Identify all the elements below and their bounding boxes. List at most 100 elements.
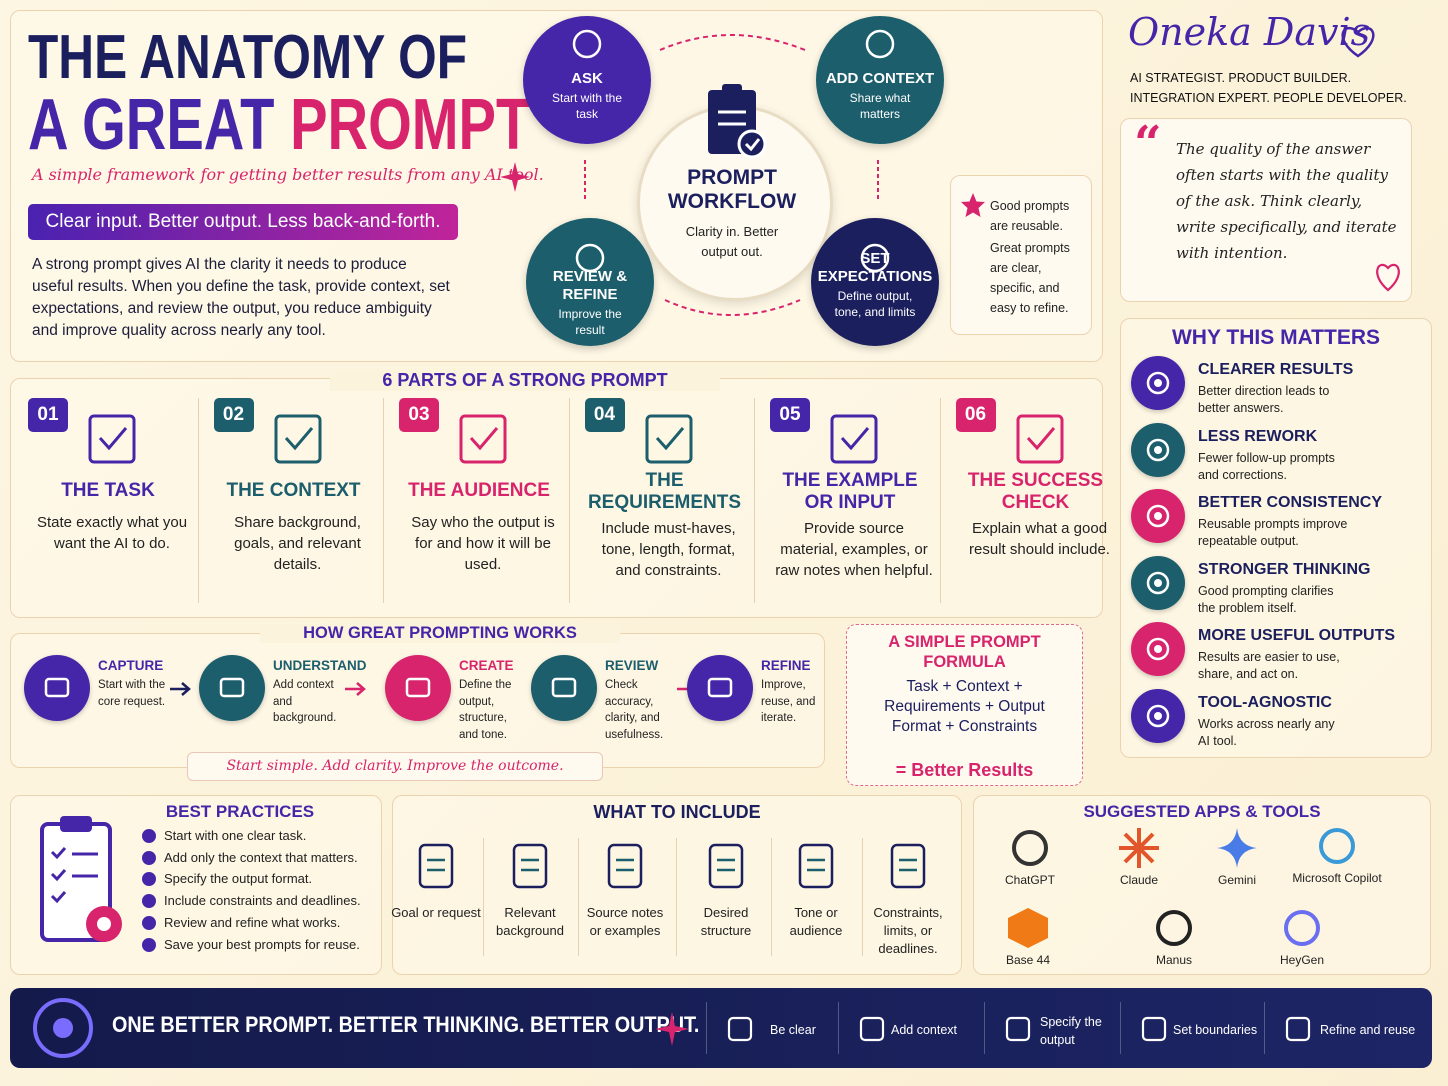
section-title: 6 PARTS OF A STRONG PROMPT bbox=[330, 370, 720, 391]
app-logo bbox=[1319, 828, 1355, 864]
how-title: REVIEW bbox=[605, 658, 659, 673]
how-glyph bbox=[405, 677, 431, 698]
step-text: Define output, tone, and limits bbox=[834, 289, 916, 319]
sparkle bbox=[500, 162, 530, 192]
include-icon bbox=[607, 843, 643, 889]
section-title: BEST PRACTICES bbox=[165, 802, 315, 821]
divider bbox=[706, 1002, 707, 1054]
clipboard-icon bbox=[708, 84, 767, 159]
workflow-step bbox=[523, 16, 651, 144]
practice: Add only the context that matters. bbox=[164, 849, 358, 865]
part-text: Provide source material, examples, or ra… bbox=[775, 520, 933, 579]
section-title: WHAT TO INCLUDE bbox=[593, 802, 761, 822]
step-icon bbox=[572, 29, 602, 59]
parts-panel bbox=[10, 378, 1103, 618]
how-title: CREATE bbox=[459, 658, 514, 673]
tagline: Clear input. Better output. Less back-an… bbox=[28, 204, 458, 240]
how-icon bbox=[531, 655, 597, 721]
note-line: Good prompts are reusable. bbox=[990, 199, 1070, 233]
divider bbox=[383, 398, 384, 603]
how-glyph bbox=[219, 677, 245, 698]
banner-icon bbox=[33, 998, 93, 1058]
part-icon bbox=[459, 414, 507, 464]
part-icon bbox=[274, 414, 321, 464]
part-icon bbox=[88, 414, 136, 464]
app-name: ChatGPT bbox=[1004, 873, 1055, 887]
formula-text: Task + Context + Requirements + Output F… bbox=[884, 678, 1045, 735]
author-name: Oneka Davis bbox=[1128, 10, 1371, 54]
divider bbox=[984, 1002, 985, 1054]
divider bbox=[862, 838, 863, 956]
bullet bbox=[142, 915, 156, 930]
why-glyph bbox=[1146, 438, 1170, 461]
heart-icon bbox=[1341, 26, 1375, 58]
practice: Start with one clear task. bbox=[164, 828, 307, 843]
banner-item-icon bbox=[1005, 1016, 1031, 1042]
section-title: HOW GREAT PROMPTING WORKS bbox=[260, 624, 620, 643]
divider bbox=[754, 398, 755, 603]
section-title: WHY THIS MATTERS bbox=[1171, 326, 1381, 349]
banner-item-icon bbox=[727, 1016, 753, 1042]
divider bbox=[577, 838, 579, 956]
divider bbox=[568, 398, 570, 603]
banner-icon-core bbox=[53, 1018, 73, 1038]
quote-mark: “ bbox=[1134, 116, 1162, 172]
include-item: Desired structure bbox=[700, 905, 752, 938]
include-item: Constraints, limits, or deadlines. bbox=[873, 905, 943, 956]
app-logo bbox=[1008, 908, 1048, 948]
how-title: CAPTURE bbox=[98, 658, 164, 673]
part-text: Explain what a good result should includ… bbox=[969, 520, 1110, 558]
step-title: ADD CONTEXT bbox=[825, 70, 935, 87]
divider bbox=[197, 398, 199, 603]
part-number: 05 bbox=[770, 398, 810, 432]
part-text: Include must-haves, tone, length, format… bbox=[601, 520, 736, 579]
why-glyph bbox=[1146, 371, 1170, 395]
app-name: HeyGen bbox=[1279, 953, 1325, 967]
why-glyph bbox=[1146, 637, 1170, 661]
heart-icon bbox=[1376, 263, 1400, 292]
divider bbox=[939, 398, 941, 603]
workflow-title: PROMPT WORKFLOW bbox=[667, 166, 797, 213]
how-text: Start with the core request. bbox=[98, 679, 166, 708]
step-title: REVIEW & REFINE bbox=[552, 268, 628, 303]
banner-text: ONE BETTER PROMPT. BETTER THINKING. BETT… bbox=[112, 1012, 700, 1037]
banner-item-icon bbox=[859, 1016, 885, 1042]
part-icon bbox=[1016, 414, 1063, 464]
workflow-arrows bbox=[584, 34, 879, 316]
quote: The quality of the answer often starts w… bbox=[1176, 140, 1397, 262]
how-text: Define the output, structure, and tone. bbox=[459, 679, 512, 741]
app-name: Microsoft Copilot bbox=[1292, 871, 1382, 885]
intro: A strong prompt gives AI the clarity it … bbox=[32, 256, 450, 339]
title-line: THE ANATOMY OF bbox=[28, 23, 468, 92]
part-text: State exactly what you want the AI to do… bbox=[36, 514, 188, 552]
divider bbox=[771, 838, 772, 956]
why-text: Better direction leads to better answers… bbox=[1198, 384, 1330, 415]
part-title: THE TASK bbox=[61, 480, 155, 501]
step-icon bbox=[575, 243, 605, 273]
title-accent: PROMPT bbox=[290, 85, 531, 165]
include-icon bbox=[890, 843, 926, 889]
part-icon bbox=[830, 414, 878, 464]
app-logo bbox=[1012, 830, 1048, 866]
how-title: REFINE bbox=[761, 658, 811, 673]
bullet bbox=[142, 872, 156, 887]
include-item: Goal or request bbox=[391, 905, 481, 920]
quote-box bbox=[1120, 118, 1412, 302]
how-icon bbox=[24, 655, 90, 721]
bullet bbox=[142, 894, 156, 909]
banner-item: Refine and reuse bbox=[1320, 1023, 1416, 1037]
why-title: CLEARER RESULTS bbox=[1198, 361, 1354, 378]
part-number: 02 bbox=[213, 398, 254, 432]
part-title: THE AUDIENCE bbox=[408, 480, 550, 501]
why-title: BETTER CONSISTENCY bbox=[1198, 494, 1383, 511]
how-icon bbox=[687, 655, 753, 721]
part-title: THE EXAMPLE OR INPUT bbox=[782, 470, 918, 513]
bullet bbox=[142, 829, 156, 843]
practice: Include constraints and deadlines. bbox=[164, 893, 361, 909]
include-panel bbox=[392, 795, 962, 975]
how-icon bbox=[385, 655, 451, 721]
workflow-text: Clarity in. Better output out. bbox=[685, 224, 779, 259]
bullet bbox=[142, 937, 156, 952]
step-icon bbox=[865, 29, 895, 59]
banner-item-icon bbox=[1285, 1016, 1311, 1042]
